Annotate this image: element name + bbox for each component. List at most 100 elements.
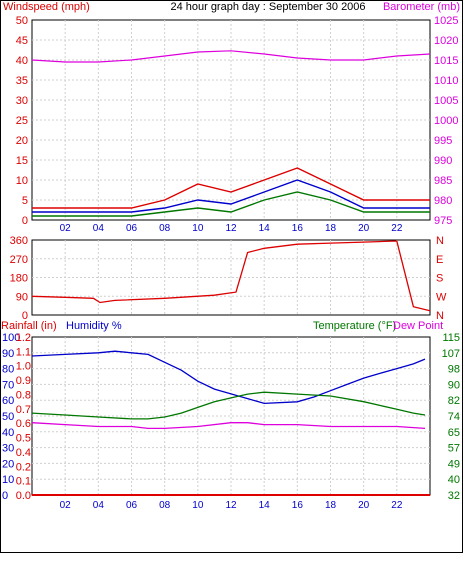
wind-x-tick-label: 04 bbox=[93, 223, 105, 234]
barometer-tick-label: 1005 bbox=[434, 95, 458, 107]
direction-tick-label: 270 bbox=[10, 254, 28, 266]
windspeed-tick-label: 0 bbox=[22, 215, 28, 227]
barometer-tick-label: 1015 bbox=[434, 55, 458, 67]
rainfall-axis-label: Rainfall (in) bbox=[1, 320, 57, 332]
wind-x-tick-label: 10 bbox=[192, 223, 204, 234]
barometer-tick-label: 1025 bbox=[434, 15, 458, 27]
humidity-tick-label: 0 bbox=[2, 490, 8, 502]
wind-x-tick-label: 18 bbox=[325, 223, 337, 234]
humidity-tick-label: 50 bbox=[2, 411, 14, 423]
chart-title: 24 hour graph day : September 30 2006 bbox=[170, 1, 365, 13]
climate-x-tick-label: 02 bbox=[60, 500, 72, 511]
humidity-axis-label: Humidity % bbox=[66, 320, 122, 332]
humidity-tick-label: 100 bbox=[2, 332, 20, 344]
windspeed-axis-label: Windspeed (mph) bbox=[3, 1, 90, 13]
windspeed-tick-label: 35 bbox=[16, 75, 28, 87]
temperature-tick-label: 107 bbox=[442, 348, 460, 360]
rainfall-tick-label: 1.1 bbox=[16, 346, 31, 358]
windspeed-tick-label: 25 bbox=[16, 115, 28, 127]
windspeed-tick-label: 50 bbox=[16, 15, 28, 27]
series-average bbox=[32, 179, 430, 213]
rainfall-tick-label: 0.1 bbox=[16, 476, 31, 488]
humidity-tick-label: 80 bbox=[2, 364, 14, 376]
temperature-tick-label: 90 bbox=[448, 379, 460, 391]
direction-tick-label: 0 bbox=[22, 310, 28, 322]
windspeed-tick-label: 10 bbox=[16, 175, 28, 187]
humidity-tick-label: 30 bbox=[2, 443, 14, 455]
rainfall-tick-label: 0.8 bbox=[16, 389, 31, 401]
humidity-tick-label: 90 bbox=[2, 348, 14, 360]
wind-x-tick-label: 20 bbox=[358, 223, 370, 234]
windspeed-tick-label: 20 bbox=[16, 135, 28, 147]
barometer-axis-label: Barometer (mb) bbox=[383, 1, 460, 13]
windspeed-tick-label: 15 bbox=[16, 155, 28, 167]
rainfall-tick-label: 0.9 bbox=[16, 375, 31, 387]
series-dew-point bbox=[31, 422, 426, 430]
humidity-tick-label: 60 bbox=[2, 395, 14, 407]
compass-tick-label: W bbox=[436, 291, 447, 303]
series-gust bbox=[32, 167, 430, 209]
temperature-tick-label: 65 bbox=[448, 427, 460, 439]
barometer-tick-label: 1000 bbox=[434, 115, 458, 127]
direction-tick-label: 360 bbox=[10, 235, 28, 247]
wind-x-tick-label: 02 bbox=[60, 223, 72, 234]
temperature-tick-label: 115 bbox=[442, 332, 460, 344]
temperature-tick-label: 57 bbox=[448, 443, 460, 455]
humidity-tick-label: 70 bbox=[2, 379, 14, 391]
rainfall-tick-label: 0.6 bbox=[16, 418, 31, 430]
barometer-tick-label: 980 bbox=[434, 195, 452, 207]
compass-tick-label: S bbox=[436, 273, 443, 285]
climate-x-tick-label: 20 bbox=[358, 500, 370, 511]
barometer-tick-label: 1020 bbox=[434, 35, 458, 47]
climate-x-tick-label: 08 bbox=[159, 500, 171, 511]
barometer-tick-label: 995 bbox=[434, 135, 452, 147]
direction-tick-label: 90 bbox=[16, 291, 28, 303]
series-direction bbox=[31, 240, 431, 312]
wind-x-tick-label: 22 bbox=[391, 223, 403, 234]
windspeed-tick-label: 45 bbox=[16, 35, 28, 47]
temperature-tick-label: 98 bbox=[448, 364, 460, 376]
windspeed-tick-label: 5 bbox=[22, 195, 28, 207]
direction-tick-label: 180 bbox=[10, 273, 28, 285]
series-barometer bbox=[31, 50, 431, 63]
barometer-tick-label: 975 bbox=[434, 215, 452, 227]
climate-x-tick-label: 06 bbox=[126, 500, 138, 511]
barometer-tick-label: 990 bbox=[434, 155, 452, 167]
compass-tick-label: E bbox=[436, 254, 443, 266]
rainfall-tick-label: 0.5 bbox=[16, 433, 31, 445]
temperature-tick-label: 74 bbox=[448, 411, 460, 423]
humidity-tick-label: 40 bbox=[2, 427, 14, 439]
temperature-tick-label: 32 bbox=[448, 490, 460, 502]
windspeed-tick-label: 40 bbox=[16, 55, 28, 67]
temperature-tick-label: 82 bbox=[448, 395, 460, 407]
rainfall-tick-label: 0.2 bbox=[16, 461, 31, 473]
humidity-tick-label: 10 bbox=[2, 474, 14, 486]
climate-x-tick-label: 18 bbox=[325, 500, 337, 511]
rainfall-tick-label: 0.4 bbox=[16, 447, 31, 459]
wind-x-tick-label: 16 bbox=[292, 223, 304, 234]
barometer-tick-label: 985 bbox=[434, 175, 452, 187]
rainfall-tick-label: 1.2 bbox=[16, 332, 31, 344]
climate-x-tick-label: 10 bbox=[192, 500, 204, 511]
rainfall-tick-label: 0.7 bbox=[16, 404, 31, 416]
series-temperature bbox=[31, 391, 426, 420]
compass-tick-label: N bbox=[436, 235, 444, 247]
dewpoint-axis-label: Dew Point bbox=[393, 320, 443, 332]
compass-tick-label: N bbox=[436, 310, 444, 322]
temperature-tick-label: 40 bbox=[448, 474, 460, 486]
rainfall-tick-label: 0.0 bbox=[16, 490, 31, 502]
climate-x-tick-label: 14 bbox=[259, 500, 271, 511]
rainfall-tick-label: 1.0 bbox=[16, 361, 31, 373]
climate-x-tick-label: 22 bbox=[391, 500, 403, 511]
temperature-tick-label: 49 bbox=[448, 458, 460, 470]
barometer-tick-label: 1010 bbox=[434, 75, 458, 87]
windspeed-tick-label: 30 bbox=[16, 95, 28, 107]
climate-x-tick-label: 04 bbox=[93, 500, 105, 511]
wind-x-tick-label: 06 bbox=[126, 223, 138, 234]
wind-x-tick-label: 14 bbox=[259, 223, 271, 234]
temperature-axis-label: Temperature (°F) bbox=[313, 320, 396, 332]
wind-x-tick-label: 12 bbox=[225, 223, 237, 234]
series-minimum bbox=[32, 191, 430, 217]
humidity-tick-label: 20 bbox=[2, 458, 14, 470]
